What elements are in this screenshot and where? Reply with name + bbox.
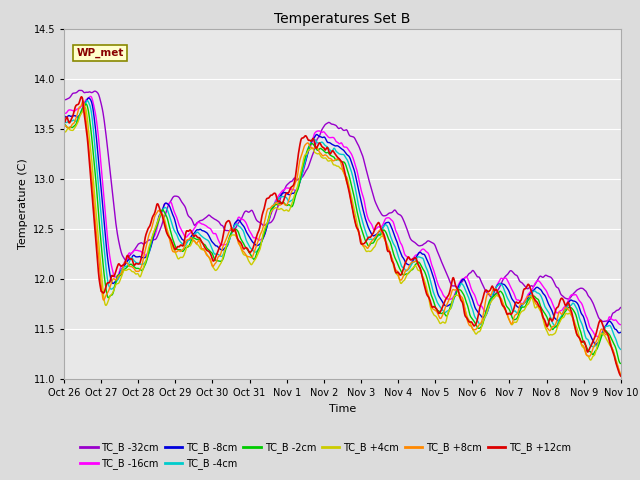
TC_B +4cm [617, 372, 625, 378]
TC_B -32cm [76, 87, 83, 93]
TC_B -4cm [60, 119, 68, 125]
TC_B -16cm [246, 229, 254, 235]
TC_B +12cm [617, 373, 625, 379]
TC_B -8cm [617, 329, 625, 335]
TC_B -8cm [85, 95, 93, 101]
TC_B -2cm [617, 360, 625, 366]
TC_B +12cm [171, 246, 179, 252]
Text: WP_met: WP_met [76, 48, 124, 59]
TC_B -2cm [171, 241, 179, 247]
TC_B -8cm [592, 342, 600, 348]
TC_B -32cm [246, 208, 254, 214]
TC_B +4cm [184, 242, 192, 248]
TC_B +8cm [502, 308, 509, 313]
TC_B -8cm [246, 236, 254, 242]
TC_B +8cm [171, 249, 179, 255]
TC_B -8cm [429, 274, 437, 279]
Line: TC_B +8cm: TC_B +8cm [64, 101, 621, 374]
X-axis label: Time: Time [329, 404, 356, 414]
TC_B -4cm [171, 228, 179, 234]
TC_B -32cm [599, 319, 607, 324]
TC_B -8cm [171, 216, 179, 222]
TC_B +4cm [171, 249, 179, 254]
Y-axis label: Temperature (C): Temperature (C) [18, 158, 28, 250]
Line: TC_B -2cm: TC_B -2cm [64, 104, 621, 363]
TC_B +4cm [246, 261, 254, 267]
TC_B -16cm [87, 94, 95, 99]
TC_B -8cm [551, 315, 559, 321]
Line: TC_B -4cm: TC_B -4cm [64, 100, 621, 349]
TC_B -16cm [184, 232, 192, 238]
TC_B -2cm [246, 252, 254, 257]
TC_B +12cm [60, 120, 68, 126]
TC_B -16cm [617, 322, 625, 327]
TC_B +12cm [246, 249, 254, 255]
TC_B -2cm [551, 324, 559, 330]
TC_B -2cm [82, 101, 90, 107]
TC_B -16cm [502, 275, 509, 281]
Line: TC_B -8cm: TC_B -8cm [64, 98, 621, 345]
Line: TC_B +4cm: TC_B +4cm [64, 107, 621, 375]
TC_B -16cm [171, 210, 179, 216]
Line: TC_B -16cm: TC_B -16cm [64, 96, 621, 338]
TC_B -16cm [551, 307, 559, 312]
TC_B -4cm [246, 245, 254, 251]
TC_B -32cm [184, 213, 192, 218]
TC_B -2cm [429, 297, 437, 303]
TC_B +8cm [617, 372, 625, 377]
TC_B -8cm [502, 283, 509, 289]
TC_B -8cm [184, 238, 192, 243]
TC_B +8cm [184, 237, 192, 242]
TC_B +12cm [502, 308, 509, 314]
TC_B -2cm [502, 301, 509, 307]
TC_B -2cm [60, 121, 68, 127]
TC_B +4cm [429, 311, 437, 316]
TC_B -4cm [617, 347, 625, 352]
Legend: TC_B -32cm, TC_B -16cm, TC_B -8cm, TC_B -4cm, TC_B -2cm, TC_B +4cm, TC_B +8cm, T: TC_B -32cm, TC_B -16cm, TC_B -8cm, TC_B … [76, 438, 575, 473]
TC_B +12cm [184, 228, 192, 234]
TC_B -4cm [83, 97, 91, 103]
Line: TC_B -32cm: TC_B -32cm [64, 90, 621, 322]
TC_B +8cm [551, 323, 559, 328]
TC_B +8cm [429, 306, 437, 312]
TC_B -32cm [617, 305, 625, 311]
TC_B -4cm [184, 238, 192, 243]
TC_B -16cm [596, 335, 604, 341]
TC_B +4cm [81, 104, 89, 110]
TC_B -4cm [551, 324, 559, 329]
TC_B -4cm [429, 288, 437, 294]
Line: TC_B +12cm: TC_B +12cm [64, 97, 621, 376]
TC_B -4cm [502, 291, 509, 297]
TC_B -16cm [60, 110, 68, 116]
TC_B +8cm [246, 254, 254, 260]
TC_B -32cm [171, 193, 179, 199]
TC_B -2cm [184, 244, 192, 250]
TC_B -32cm [429, 240, 437, 246]
TC_B +4cm [551, 330, 559, 336]
TC_B -32cm [502, 273, 509, 279]
TC_B +8cm [79, 98, 87, 104]
TC_B -16cm [429, 266, 437, 272]
TC_B +4cm [60, 129, 68, 134]
TC_B +12cm [551, 309, 559, 315]
TC_B -8cm [60, 113, 68, 119]
TC_B +12cm [77, 94, 85, 100]
Title: Temperatures Set B: Temperatures Set B [274, 12, 411, 26]
TC_B +12cm [429, 304, 437, 310]
TC_B -32cm [551, 282, 559, 288]
TC_B -32cm [60, 96, 68, 102]
TC_B +4cm [502, 308, 509, 314]
TC_B +8cm [60, 121, 68, 127]
